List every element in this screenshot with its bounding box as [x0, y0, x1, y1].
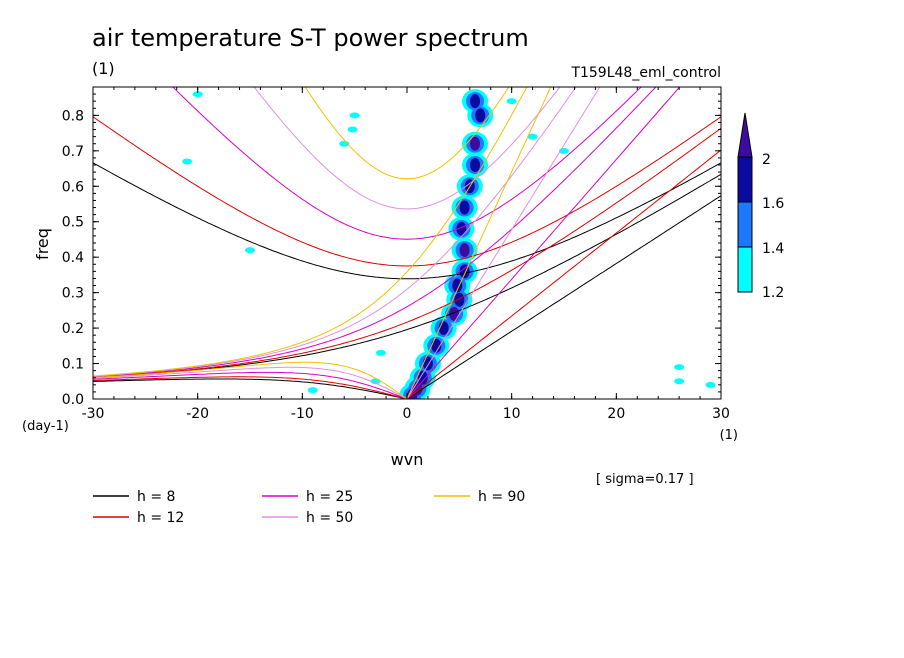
- chart-subtitle: (1): [92, 59, 115, 78]
- ridge-band-3: [459, 243, 470, 258]
- y-tick-label: 0.6: [62, 179, 84, 195]
- legend-label: h = 25: [306, 489, 353, 505]
- ridge-band-3: [470, 158, 481, 172]
- ridge-band-3: [431, 338, 442, 353]
- contour-patch: [245, 247, 255, 254]
- y-tick-label: 0.2: [62, 321, 84, 337]
- dispersion-curve: [93, 127, 721, 378]
- y-tick-label: 0.5: [62, 215, 84, 231]
- x-tick-label: -30: [82, 406, 105, 422]
- rossby-curve: [93, 376, 408, 399]
- rossby-curve: [93, 378, 408, 399]
- contour-patch: [705, 381, 716, 388]
- colorbar-label: 1.6: [762, 196, 784, 212]
- plot-frame: [92, 86, 722, 400]
- dispersion-curves-layer: [93, 87, 721, 399]
- colorbar: 1.2 1.4 1.6 2: [737, 112, 784, 301]
- legend-label: h = 90: [478, 489, 525, 505]
- x-axis: -30 -20 -10 0 10 20 30: [82, 87, 730, 422]
- dispersion-curve: [406, 87, 552, 399]
- dispersion-curve: [93, 116, 721, 267]
- y-tick-label: 0.1: [62, 357, 84, 373]
- x-tick-label: -20: [186, 406, 209, 422]
- ridge-band-3: [449, 306, 460, 321]
- dispersion-curve: [93, 87, 657, 378]
- contour-patch: [674, 378, 685, 385]
- ridge-band-3: [456, 221, 467, 236]
- x-axis-title: wvn: [391, 450, 424, 469]
- contour-patch: [192, 91, 203, 98]
- rossby-curve: [93, 371, 408, 399]
- y-tick-label: 0.0: [62, 392, 84, 408]
- legend-label: h = 50: [306, 510, 353, 526]
- legend-label: h = 8: [137, 489, 175, 505]
- y-tick-label: 0.7: [62, 144, 84, 160]
- ridge-band-3: [454, 292, 465, 307]
- ridge-band-3: [470, 94, 481, 109]
- rossby-curve: [93, 361, 408, 399]
- contour-patch: [527, 133, 538, 140]
- y-axis: 0.0 0.1 0.2 0.3 0.4 0.5 0.6 0.7 0.8: [62, 93, 721, 408]
- x-unit-label: (1): [720, 428, 738, 443]
- dispersion-curve: [406, 87, 681, 399]
- y-unit-label: (day-1): [22, 419, 69, 434]
- dispersion-curve: [93, 87, 528, 377]
- rossby-curve: [93, 366, 408, 399]
- contour-patch: [349, 112, 360, 119]
- dispersion-curve: [304, 87, 510, 180]
- colorbar-label: 1.2: [762, 285, 784, 301]
- y-tick-label: 0.8: [62, 108, 84, 124]
- dispersion-curve: [93, 87, 577, 377]
- y-tick-label: 0.4: [62, 250, 84, 266]
- legend: h = 8 h = 12 h = 25 h = 50 h = 90: [93, 489, 525, 526]
- contour-patch: [674, 364, 685, 371]
- colorbar-label: 2: [762, 152, 771, 168]
- x-tick-label: 10: [503, 406, 521, 422]
- x-tick-label: 20: [607, 406, 625, 422]
- contour-patch: [347, 126, 358, 133]
- ridge-band-3: [475, 108, 486, 123]
- legend-label: h = 12: [137, 510, 184, 526]
- ridge-band-3: [452, 278, 463, 293]
- contour-patch: [506, 98, 517, 105]
- x-tick-label: 0: [403, 406, 412, 422]
- y-tick-label: 0.3: [62, 286, 84, 302]
- ridge-band-3: [459, 200, 470, 215]
- dispersion-curve: [253, 87, 561, 210]
- y-axis-title: freq: [33, 228, 52, 260]
- chart-title: air temperature S-T power spectrum: [92, 24, 529, 52]
- x-tick-label: 30: [712, 406, 730, 422]
- ridge-band-3: [417, 370, 428, 385]
- colorbar-swatch: [737, 246, 753, 293]
- colorbar-swatch: [737, 201, 753, 248]
- ridge-band-3: [470, 136, 481, 151]
- x-tick-label: -10: [291, 406, 314, 422]
- dispersion-curve: [406, 149, 721, 399]
- dispersion-curve: [406, 195, 721, 399]
- run-label: T159L48_eml_control: [570, 65, 721, 81]
- dispersion-curve: [93, 162, 721, 280]
- contour-patch: [182, 158, 193, 165]
- dispersion-curve: [172, 87, 642, 240]
- dispersion-curve: [93, 173, 721, 379]
- contour-patch: [307, 387, 318, 394]
- contour-patch: [375, 349, 386, 356]
- colorbar-swatch: [737, 156, 753, 203]
- colorbar-label: 1.4: [762, 241, 784, 257]
- sigma-note: [ sigma=0.17 ]: [596, 472, 694, 487]
- colorbar-top-arrow: [737, 112, 753, 158]
- dispersion-curve: [406, 87, 601, 399]
